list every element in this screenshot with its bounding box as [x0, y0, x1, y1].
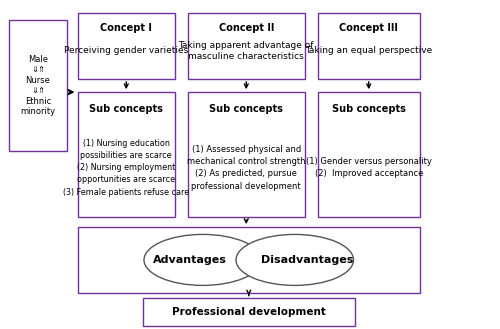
FancyBboxPatch shape [318, 13, 420, 79]
Text: Sub concepts: Sub concepts [90, 104, 163, 114]
Text: Perceiving gender varieties: Perceiving gender varieties [64, 46, 188, 56]
FancyBboxPatch shape [78, 13, 175, 79]
FancyBboxPatch shape [318, 92, 420, 217]
FancyBboxPatch shape [188, 13, 305, 79]
FancyBboxPatch shape [142, 298, 355, 326]
FancyBboxPatch shape [78, 227, 420, 293]
Text: (1) Nursing education
possibilities are scarce
(2) Nursing employment
opportunit: (1) Nursing education possibilities are … [63, 139, 190, 197]
Text: Sub concepts: Sub concepts [332, 104, 406, 114]
Text: Professional development: Professional development [172, 307, 326, 317]
Text: Taking an equal perspective: Taking an equal perspective [305, 46, 432, 56]
Text: Concept III: Concept III [340, 23, 398, 33]
Text: Advantages: Advantages [154, 255, 227, 265]
Text: Male
⇓⇑
Nurse
⇓⇑
Ethnic
minority: Male ⇓⇑ Nurse ⇓⇑ Ethnic minority [20, 55, 56, 116]
FancyBboxPatch shape [188, 92, 305, 217]
FancyBboxPatch shape [78, 92, 175, 217]
Text: Disadvantages: Disadvantages [261, 255, 354, 265]
Text: (1) Assessed physical and
mechanical control strength
(2) As predicted, pursue
p: (1) Assessed physical and mechanical con… [187, 145, 306, 190]
FancyBboxPatch shape [9, 20, 66, 151]
Text: Sub concepts: Sub concepts [210, 104, 283, 114]
Ellipse shape [236, 234, 354, 285]
Text: Concept I: Concept I [100, 23, 152, 33]
Text: (1) Gender versus personality
(2)  Improved acceptance: (1) Gender versus personality (2) Improv… [306, 157, 432, 178]
Text: Taking apparent advantage of
masculine characteristics: Taking apparent advantage of masculine c… [178, 41, 314, 61]
Text: Concept II: Concept II [218, 23, 274, 33]
Ellipse shape [144, 234, 262, 285]
